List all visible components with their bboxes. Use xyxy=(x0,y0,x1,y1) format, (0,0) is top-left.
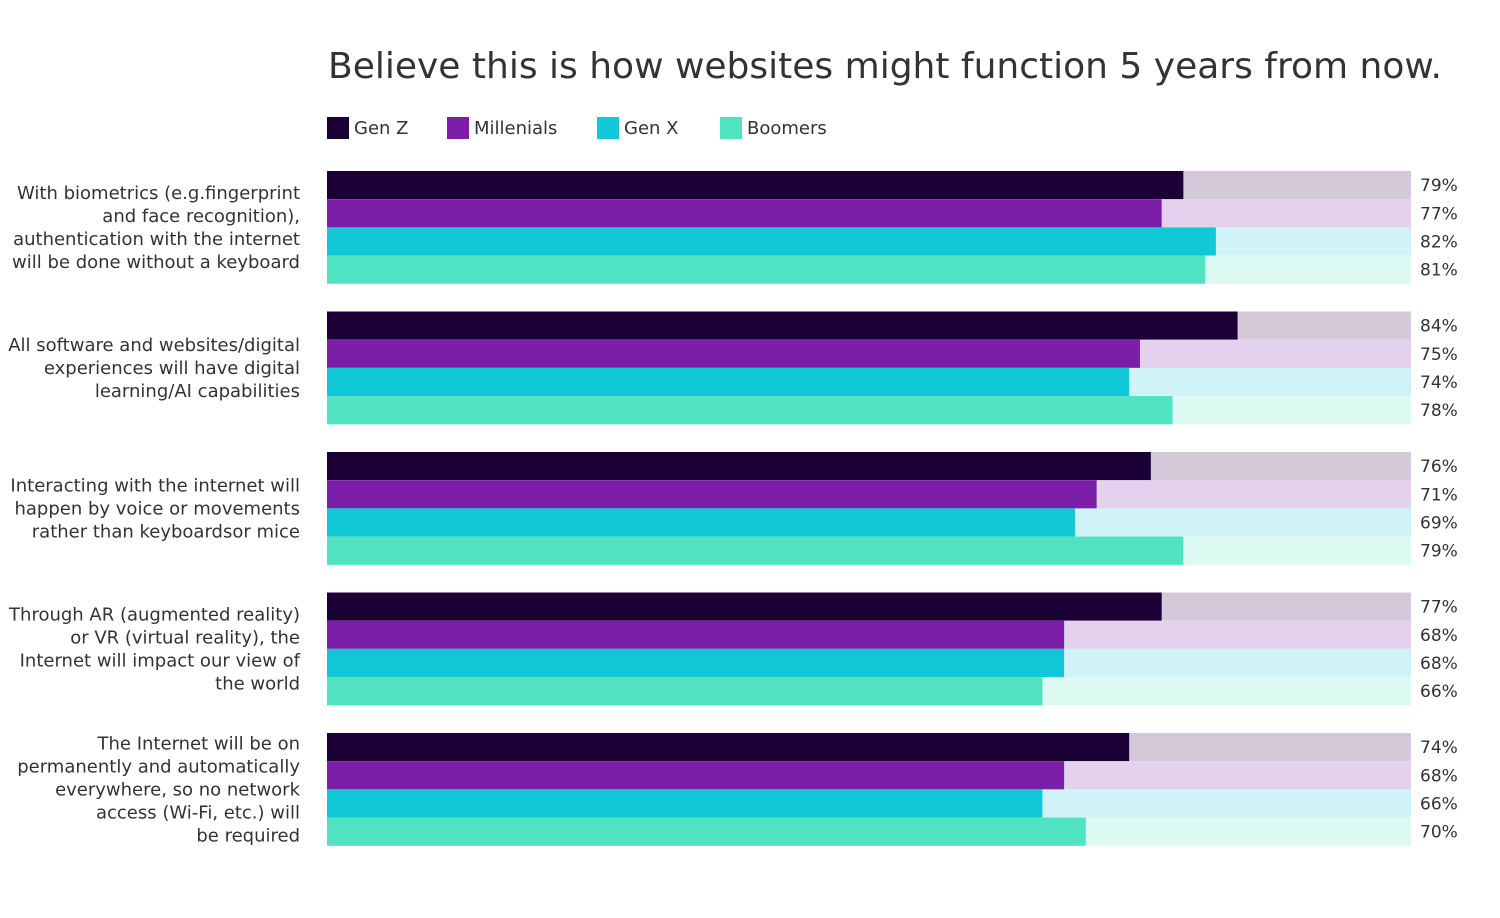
bar-boomers xyxy=(327,817,1086,846)
bar-boomers xyxy=(327,255,1206,284)
legend-item-gen-z: Gen Z xyxy=(327,117,408,139)
bar-gen-z xyxy=(327,733,1130,762)
bar-boomers xyxy=(327,536,1184,565)
data-label: 71% xyxy=(1420,485,1458,505)
bar-boomers xyxy=(327,677,1043,706)
data-label: 81% xyxy=(1420,261,1458,281)
legend-swatch xyxy=(597,117,619,139)
category-label: Through AR (augmented reality) or VR (vir… xyxy=(8,604,301,694)
data-label: 84% xyxy=(1420,317,1458,337)
bar-millenials xyxy=(327,339,1140,368)
bar-gen-z xyxy=(327,592,1162,621)
category-group: Interacting with the internet will happen… xyxy=(10,452,1458,565)
legend-label: Gen X xyxy=(624,118,678,139)
data-label: 74% xyxy=(1420,738,1458,758)
bar-millenials xyxy=(327,620,1065,649)
category-group: With biometrics (e.g.fingerprint and face… xyxy=(12,171,1458,284)
legend-swatch xyxy=(447,117,469,139)
data-label: 76% xyxy=(1420,457,1458,477)
category-label: Interacting with the internet will happen… xyxy=(10,475,300,542)
bar-gen-z xyxy=(327,171,1184,200)
legend: Gen Z Millenials Gen X Boomers xyxy=(327,117,827,139)
data-label: 68% xyxy=(1420,766,1458,786)
category-label: The Internet will be on permanently and a… xyxy=(17,733,300,846)
legend-swatch xyxy=(327,117,349,139)
data-label: 77% xyxy=(1420,598,1458,618)
bar-boomers xyxy=(327,396,1173,425)
chart-title: Believe this is how websites might funct… xyxy=(328,46,1442,87)
data-label: 82% xyxy=(1420,233,1458,253)
bar-gen-x xyxy=(327,367,1130,397)
legend-label: Boomers xyxy=(747,118,827,139)
data-label: 68% xyxy=(1420,626,1458,646)
bar-groups: With biometrics (e.g.fingerprint and face… xyxy=(8,171,1458,846)
bar-gen-x xyxy=(327,648,1065,678)
data-label: 74% xyxy=(1420,373,1458,393)
data-label: 77% xyxy=(1420,204,1458,224)
data-label: 79% xyxy=(1420,176,1458,196)
category-group: Through AR (augmented reality) or VR (vir… xyxy=(8,592,1458,706)
category-group: The Internet will be on permanently and a… xyxy=(17,733,1458,846)
data-label: 70% xyxy=(1420,823,1458,843)
data-label: 79% xyxy=(1420,542,1458,562)
legend-item-gen-x: Gen X xyxy=(597,117,678,139)
data-label: 69% xyxy=(1420,514,1458,534)
category-group: All software and websites/digital experie… xyxy=(8,311,1458,425)
bar-millenials xyxy=(327,199,1162,228)
legend-swatch xyxy=(720,117,742,139)
legend-item-millenials: Millenials xyxy=(447,117,557,139)
legend-label: Millenials xyxy=(474,118,557,139)
legend-label: Gen Z xyxy=(354,118,408,139)
bar-gen-x xyxy=(327,227,1216,256)
bar-gen-z xyxy=(327,452,1151,481)
category-label: All software and websites/digital experie… xyxy=(8,335,300,402)
data-label: 66% xyxy=(1420,795,1458,815)
category-label: With biometrics (e.g.fingerprint and face… xyxy=(12,183,300,273)
data-label: 68% xyxy=(1420,654,1458,674)
data-label: 78% xyxy=(1420,401,1458,421)
bar-gen-z xyxy=(327,311,1238,340)
data-label: 75% xyxy=(1420,345,1458,365)
bar-millenials xyxy=(327,761,1065,790)
data-label: 66% xyxy=(1420,682,1458,702)
bar-millenials xyxy=(327,480,1097,509)
bar-gen-x xyxy=(327,508,1075,537)
legend-item-boomers: Boomers xyxy=(720,117,827,139)
bar-gen-x xyxy=(327,789,1043,818)
